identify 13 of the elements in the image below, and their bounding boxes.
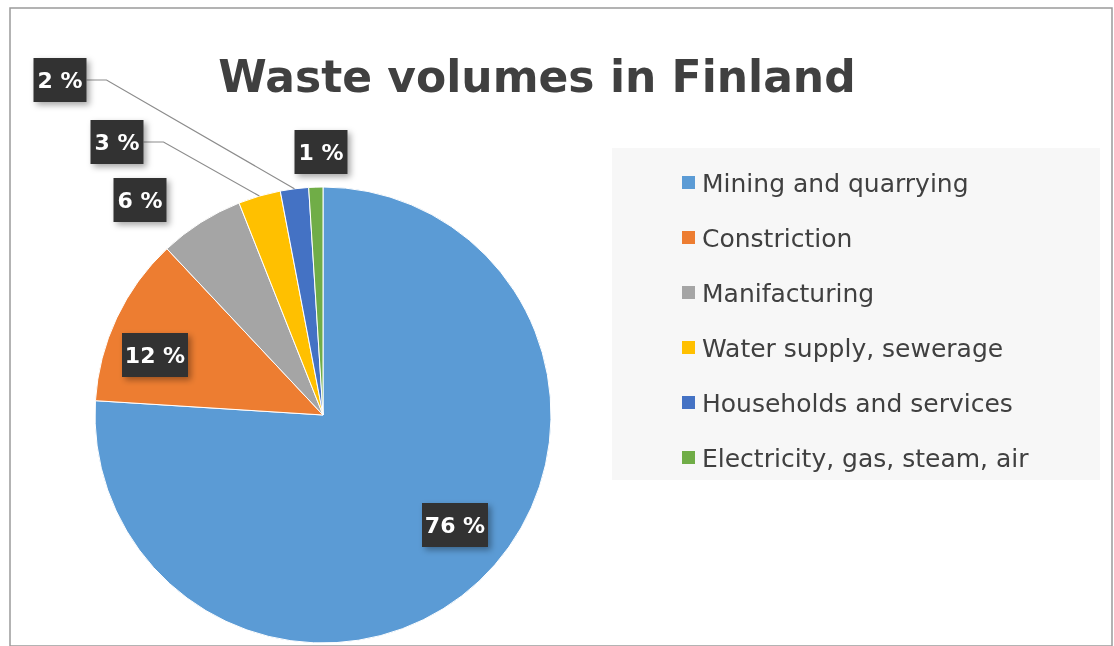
- data-label: 2 %: [37, 68, 83, 93]
- legend-label: Manifacturing: [702, 279, 875, 308]
- data-label: 76 %: [424, 513, 486, 538]
- legend-label: Mining and quarrying: [702, 169, 969, 198]
- chart-title: Waste volumes in Finland: [218, 51, 856, 102]
- data-label: 12 %: [124, 343, 186, 368]
- data-label: 6 %: [117, 188, 163, 213]
- legend-label: Constriction: [702, 224, 853, 253]
- legend-label: Electricity, gas, steam, air: [702, 444, 1030, 473]
- legend-label: Water supply, sewerage: [702, 334, 1004, 363]
- legend-label: Households and services: [702, 389, 1013, 418]
- data-label: 3 %: [94, 130, 140, 155]
- data-label: 1 %: [298, 140, 344, 165]
